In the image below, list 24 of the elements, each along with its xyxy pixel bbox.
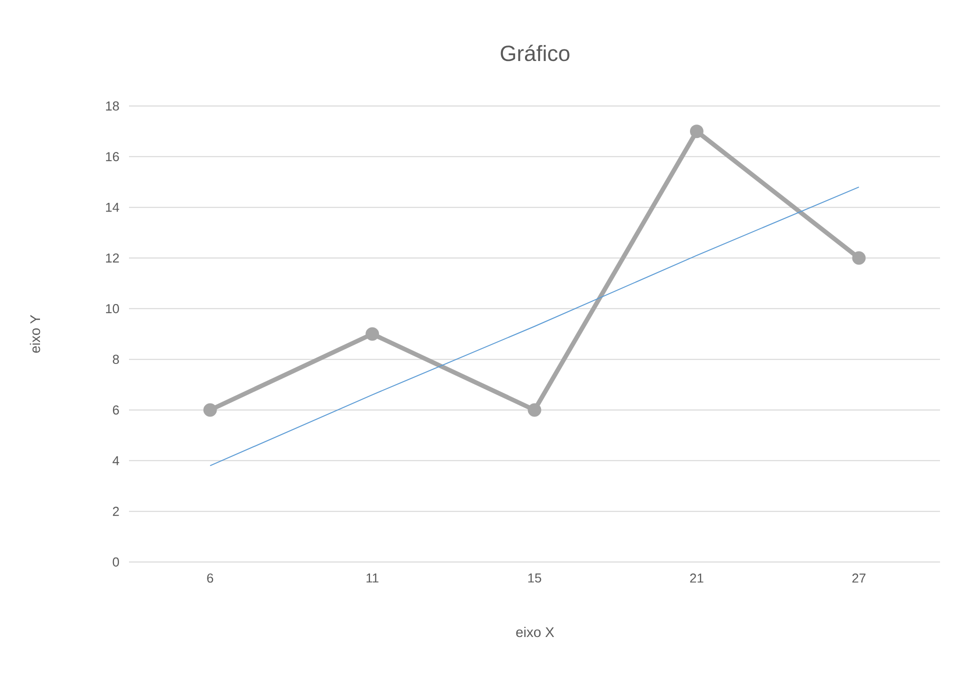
y-tick-label: 4 bbox=[112, 456, 120, 466]
x-axis-title: eixo X bbox=[516, 626, 554, 638]
y-tick-label: 14 bbox=[106, 202, 120, 212]
y-tick-label: 12 bbox=[106, 253, 119, 263]
x-tick-label: 11 bbox=[366, 574, 378, 582]
chart-title: Gráfico bbox=[500, 44, 570, 62]
point bbox=[690, 124, 704, 138]
x-tick-label: 21 bbox=[690, 574, 704, 583]
point bbox=[203, 403, 217, 417]
line-series bbox=[210, 186, 860, 466]
y-axis-title: eixo Y bbox=[30, 314, 40, 353]
y-tick-label: 6 bbox=[112, 405, 119, 415]
x-tick-label: 6 bbox=[207, 574, 214, 583]
y-tick-label: 8 bbox=[112, 354, 119, 364]
y-tick-label: 18 bbox=[106, 101, 119, 111]
point bbox=[852, 251, 866, 265]
point bbox=[528, 403, 542, 417]
x-tick-label: 15 bbox=[528, 574, 542, 583]
y-tick-label: 16 bbox=[106, 152, 119, 162]
y-tick-label: 10 bbox=[106, 304, 119, 314]
x-tick-label: 27 bbox=[852, 574, 866, 583]
y-tick-label: 2 bbox=[112, 506, 119, 516]
point bbox=[366, 327, 380, 341]
y-tick-label: 0 bbox=[112, 557, 119, 567]
